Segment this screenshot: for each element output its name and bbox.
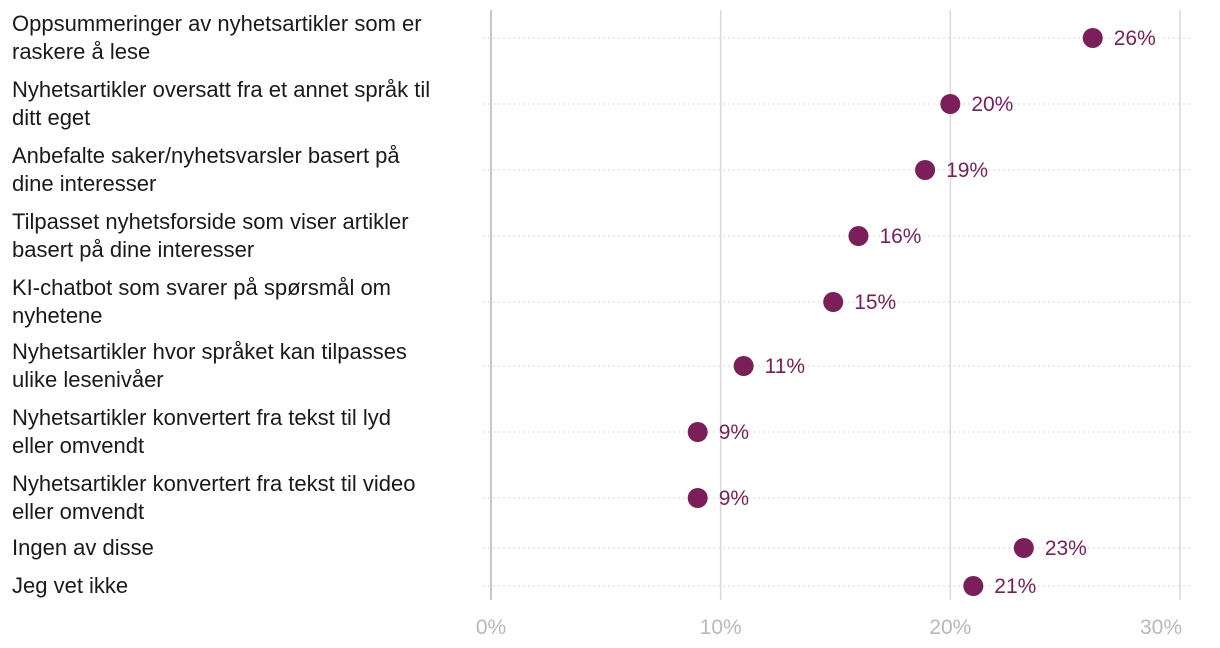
category-label: Ingen av disse xyxy=(12,535,154,560)
category-label: Nyhetsartikler konvertert fra tekst til … xyxy=(12,471,415,524)
value-label: 16% xyxy=(879,225,921,248)
x-tick-label: 0% xyxy=(476,616,506,639)
data-point xyxy=(1013,538,1034,558)
value-label: 9% xyxy=(719,487,749,510)
x-tick-label: 10% xyxy=(700,616,742,639)
data-point xyxy=(687,422,708,442)
category-label: KI-chatbot som svarer på spørsmål om nyhe… xyxy=(12,275,391,328)
data-point xyxy=(687,488,708,508)
row-guides xyxy=(483,37,1190,587)
category-labels: Oppsummeringer av nyhetsartikler som er r… xyxy=(12,11,430,598)
value-label: 19% xyxy=(946,159,988,182)
data-point xyxy=(963,576,984,596)
category-label: Nyhetsartikler hvor språket kan tilpasse… xyxy=(12,339,407,392)
x-tick-label: 30% xyxy=(1140,616,1182,639)
data-point xyxy=(915,160,936,180)
value-label: 26% xyxy=(1114,27,1156,50)
value-label: 11% xyxy=(765,355,805,378)
category-label: Jeg vet ikke xyxy=(12,573,128,598)
data-point xyxy=(733,356,754,376)
category-label: Oppsummeringer av nyhetsartikler som er r… xyxy=(12,11,422,64)
category-label: Nyhetsartikler oversatt fra et annet spr… xyxy=(12,77,430,130)
data-point xyxy=(823,292,844,312)
data-points: 26% 20% 19% 16% 15% 11% 9% 9% 23% 21% xyxy=(687,27,1156,598)
x-tick-label: 20% xyxy=(929,616,971,639)
category-label: Nyhetsartikler konvertert fra tekst til … xyxy=(12,405,391,458)
x-axis-ticks: 0% 10% 20% 30% xyxy=(476,616,1182,639)
value-label: 20% xyxy=(971,93,1013,116)
data-point xyxy=(1082,28,1103,48)
value-label: 23% xyxy=(1045,537,1087,560)
category-label: Tilpasset nyhetsforside som viser artikl… xyxy=(12,209,409,262)
value-label: 9% xyxy=(719,421,749,444)
value-label: 21% xyxy=(994,575,1036,598)
value-label: 15% xyxy=(854,291,896,314)
data-point xyxy=(940,94,961,114)
data-point xyxy=(848,226,869,246)
category-label: Anbefalte saker/nyhetsvarsler basert på d… xyxy=(12,143,400,196)
